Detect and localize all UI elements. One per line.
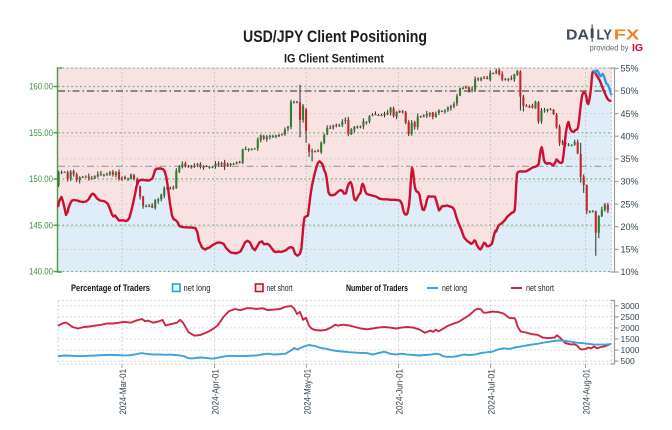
svg-text:net short: net short bbox=[267, 283, 293, 293]
svg-text:40%: 40% bbox=[621, 131, 639, 141]
svg-text:145.00: 145.00 bbox=[29, 220, 53, 231]
svg-text:net long: net long bbox=[184, 283, 211, 293]
svg-text:IG: IG bbox=[632, 42, 643, 54]
svg-text:IG Client Sentiment: IG Client Sentiment bbox=[284, 54, 384, 66]
svg-text:net long: net long bbox=[442, 283, 467, 293]
svg-text:35%: 35% bbox=[621, 154, 639, 164]
svg-text:LY: LY bbox=[597, 28, 613, 44]
svg-text:2500: 2500 bbox=[621, 312, 640, 322]
svg-text:55%: 55% bbox=[621, 64, 639, 74]
svg-text:2024-Jul-01: 2024-Jul-01 bbox=[487, 369, 497, 415]
svg-text:1000: 1000 bbox=[621, 345, 640, 355]
svg-text:2024-May-01: 2024-May-01 bbox=[303, 369, 313, 415]
svg-text:20%: 20% bbox=[621, 222, 639, 232]
svg-text:2024-Aug-01: 2024-Aug-01 bbox=[582, 369, 592, 415]
svg-text:2024-Mar-01: 2024-Mar-01 bbox=[118, 369, 128, 415]
svg-text:25%: 25% bbox=[621, 199, 639, 209]
svg-text:Number of Traders: Number of Traders bbox=[346, 283, 408, 293]
svg-text:140.00: 140.00 bbox=[29, 267, 53, 278]
svg-text:DA: DA bbox=[566, 28, 590, 44]
svg-text:net short: net short bbox=[526, 283, 554, 293]
svg-text:30%: 30% bbox=[621, 177, 639, 187]
svg-text:2024-Jun-01: 2024-Jun-01 bbox=[395, 369, 405, 415]
svg-text:10%: 10% bbox=[621, 267, 639, 277]
svg-text:150.00: 150.00 bbox=[29, 174, 53, 185]
svg-text:500: 500 bbox=[621, 356, 635, 366]
svg-text:15%: 15% bbox=[621, 245, 639, 255]
svg-text:USD/JPY Client Positioning: USD/JPY Client Positioning bbox=[243, 27, 427, 46]
svg-text:FX: FX bbox=[614, 28, 640, 44]
svg-text:Percentage of Traders: Percentage of Traders bbox=[71, 283, 150, 293]
svg-text:3000: 3000 bbox=[621, 301, 640, 311]
svg-text:45%: 45% bbox=[621, 109, 639, 119]
svg-text:provided by: provided by bbox=[590, 44, 629, 53]
svg-text:160.00: 160.00 bbox=[29, 82, 53, 93]
svg-text:1500: 1500 bbox=[621, 334, 640, 344]
svg-text:155.00: 155.00 bbox=[29, 128, 53, 139]
svg-text:2024-Apr-01: 2024-Apr-01 bbox=[211, 369, 221, 415]
svg-text:2000: 2000 bbox=[621, 323, 640, 333]
svg-text:50%: 50% bbox=[621, 86, 639, 96]
